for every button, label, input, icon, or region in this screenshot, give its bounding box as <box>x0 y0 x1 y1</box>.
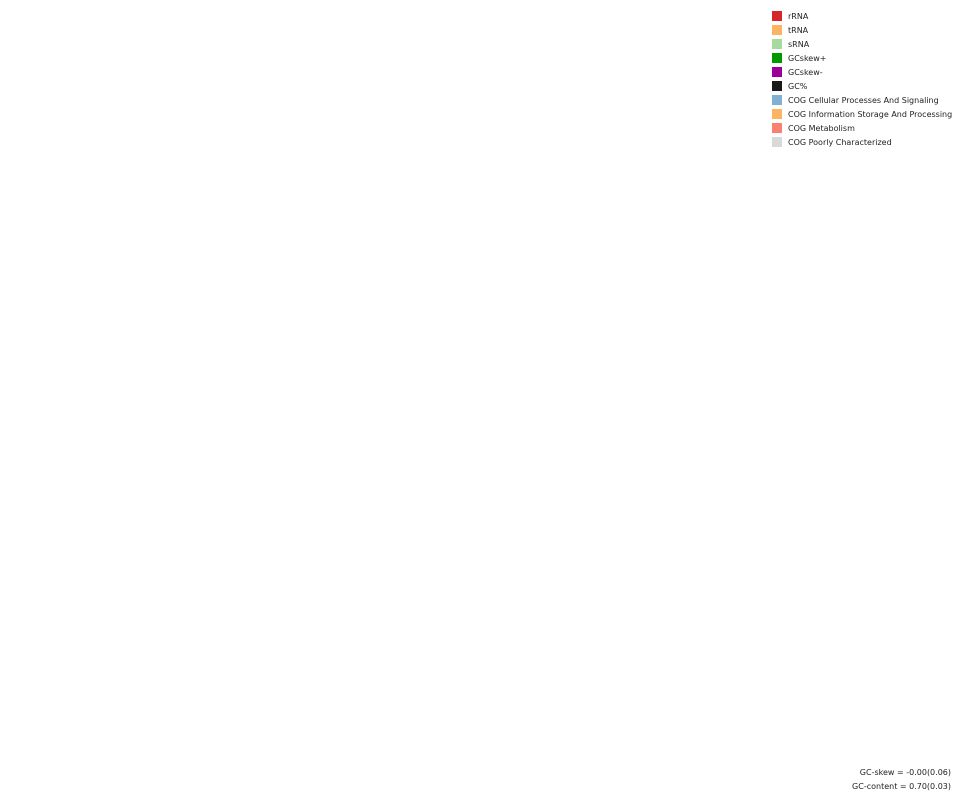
legend-label: COG Cellular Processes And Signaling <box>788 95 939 105</box>
gc-content-stat: GC-content = 0.70(0.03) <box>852 782 951 791</box>
cog-information-swatch <box>772 109 782 119</box>
cog-cellular-swatch <box>772 95 782 105</box>
legend-item-gc-percent: GC% <box>772 79 952 93</box>
gcskew-plus-swatch <box>772 53 782 63</box>
legend-item-gcskew-plus: GCskew+ <box>772 51 952 65</box>
srna-swatch <box>772 39 782 49</box>
cog-poorly-swatch <box>772 137 782 147</box>
legend-item-cog-information: COG Information Storage And Processing <box>772 107 952 121</box>
legend-label: COG Poorly Characterized <box>788 137 892 147</box>
legend-label: rRNA <box>788 11 809 21</box>
legend-label: GCskew+ <box>788 53 827 63</box>
legend-item-rrna: rRNA <box>772 9 952 23</box>
legend: rRNA tRNA sRNA GCskew+ GCskew- GC% COG C… <box>772 9 952 149</box>
gcskew-minus-swatch <box>772 67 782 77</box>
gc-skew-stat: GC-skew = -0.00(0.06) <box>859 768 951 777</box>
cog-metabolism-swatch <box>772 123 782 133</box>
rrna-swatch <box>772 11 782 21</box>
genome-stats: GC-skew = -0.00(0.06) GC-content = 0.70(… <box>852 766 951 794</box>
legend-item-srna: sRNA <box>772 37 952 51</box>
legend-item-trna: tRNA <box>772 23 952 37</box>
gc-percent-swatch <box>772 81 782 91</box>
legend-label: GCskew- <box>788 67 823 77</box>
trna-swatch <box>772 25 782 35</box>
legend-item-gcskew-minus: GCskew- <box>772 65 952 79</box>
legend-label: COG Metabolism <box>788 123 855 133</box>
legend-label: GC% <box>788 81 808 91</box>
legend-item-cog-poorly: COG Poorly Characterized <box>772 135 952 149</box>
legend-label: tRNA <box>788 25 809 35</box>
legend-item-cog-metabolism: COG Metabolism <box>772 121 952 135</box>
legend-item-cog-cellular: COG Cellular Processes And Signaling <box>772 93 952 107</box>
legend-label: sRNA <box>788 39 810 49</box>
legend-label: COG Information Storage And Processing <box>788 109 953 119</box>
